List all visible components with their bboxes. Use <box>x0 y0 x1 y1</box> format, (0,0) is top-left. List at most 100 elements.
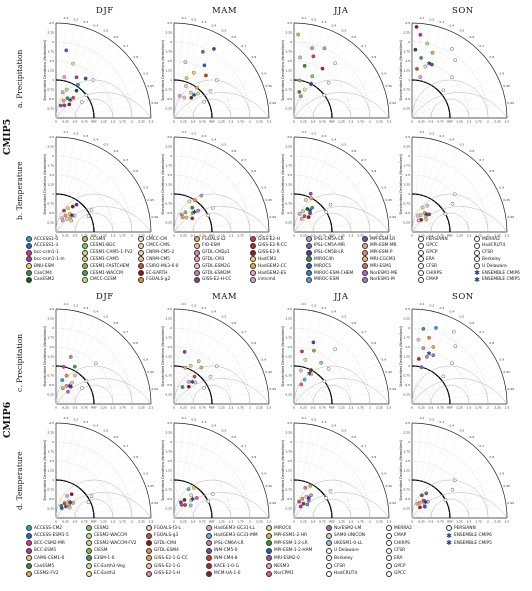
legend-swatch <box>26 249 32 256</box>
correlation-tick-label: 0.95 <box>265 370 272 374</box>
correlation-ray <box>55 460 133 519</box>
model-point <box>309 372 313 377</box>
ensemble-mean-marker: ✱ <box>427 351 432 358</box>
legend-label: bcc-csm1-1-m <box>34 256 65 262</box>
correlation-tick-label: 0.1 <box>64 302 69 306</box>
correlation-tick-label: 0.1 <box>302 130 307 134</box>
x-tick-label: 1.25 <box>218 520 225 524</box>
model-point <box>186 487 191 492</box>
correlation-tick-label: 0.95 <box>265 484 272 488</box>
correlation-tick-label: 0.7 <box>123 44 128 48</box>
model-point <box>431 345 436 349</box>
model-point <box>311 340 316 345</box>
legend-swatch <box>138 276 144 283</box>
y-tick-label: 1.75 <box>165 50 172 54</box>
x-tick-label: 2.5 <box>149 520 154 524</box>
y-tick-label: 0.75 <box>165 374 172 378</box>
legend-label: GFDL-CM2p1 <box>202 250 230 256</box>
y-tick-label: 1.5 <box>287 459 292 463</box>
x-tick-label: 1.25 <box>456 234 463 238</box>
x-tick-label: 0 <box>411 120 413 124</box>
y-tick-label: 1.5 <box>49 459 54 463</box>
y-tick-label: 1.25 <box>47 183 54 187</box>
model-point <box>300 349 304 354</box>
y-tick-label: 1.75 <box>165 450 172 454</box>
legend-label: MIROC5 <box>314 263 332 269</box>
y-tick-label: 1.25 <box>47 355 54 359</box>
std-arc <box>173 174 232 233</box>
x-tick-label: REF <box>447 120 453 124</box>
x-tick-label: 2.25 <box>376 234 383 238</box>
legend-item: UKESM1-0-LL <box>326 540 362 547</box>
model-point <box>418 32 423 37</box>
model-point <box>74 88 79 93</box>
model-point <box>298 504 303 509</box>
x-tick-label: REF <box>91 234 97 238</box>
taylor-diagram-panel: 0.1 0.2 0.3 0.4 0.5 0.6 0.7 0.8 0.9 0.95 0.99 0.25 0… <box>161 416 276 524</box>
model-point <box>191 70 196 75</box>
ensemble-mean-marker: ✱ <box>307 370 312 377</box>
observation-point <box>450 487 455 492</box>
legend-item: Berkeley <box>474 256 501 263</box>
legend-swatch <box>82 242 88 249</box>
correlation-tick-label: 0.99 <box>507 101 514 105</box>
reference-arc <box>55 479 95 519</box>
correlation-tick-label: 0.5 <box>341 29 346 33</box>
ensemble-mean-marker: ✱ <box>68 500 73 507</box>
y-axis-label: Standardized Deviations (Normalized) <box>161 326 165 387</box>
legend-item: GISS-E2-1-G-CC <box>146 555 188 562</box>
model-point <box>190 205 195 210</box>
model-point <box>194 496 199 500</box>
legend-item: FGOALS-f3-L <box>146 525 181 531</box>
x-tick-label: 2 <box>131 120 133 124</box>
legend-item: CMCC-CM <box>138 236 167 242</box>
legend-item: CESM1-BGC <box>82 242 115 249</box>
model-point <box>424 217 429 222</box>
observation-point <box>80 100 84 104</box>
x-tick-label: REF <box>447 234 453 238</box>
legend-label: KACE-1-0-G <box>214 563 239 569</box>
x-tick-label: 0.25 <box>300 520 307 524</box>
correlation-ray <box>411 423 422 519</box>
legend-label: HadCRUT4 <box>482 243 506 249</box>
correlation-ray <box>55 190 142 233</box>
rmsd-circle <box>55 206 152 233</box>
y-axis-label: Standardized Deviations (Normalized) <box>43 326 47 387</box>
x-tick-label: 0.75 <box>199 406 206 410</box>
legend-swatch <box>26 263 32 270</box>
legend-label: GISS-E2-1-G-CC <box>154 555 188 561</box>
legend-label: FGOALS-s2 <box>202 236 226 242</box>
legend-label: GISS-E2-H-CC <box>202 277 232 283</box>
correlation-tick-label: 0.1 <box>64 130 69 134</box>
x-tick-label: 0 <box>411 406 413 410</box>
correlation-tick-label: 0.9 <box>381 186 386 190</box>
rmsd-circle <box>74 384 114 405</box>
rmsd-circle <box>192 384 232 405</box>
correlation-tick-label: 0.95 <box>147 370 154 374</box>
legend-item: CESM1-WACCM <box>82 270 123 276</box>
correlation-tick-label: 0.4 <box>450 138 455 142</box>
y-tick-label: 2.25 <box>403 317 410 321</box>
correlation-tick-label: 0.99 <box>507 215 514 219</box>
correlation-tick-label: 0.99 <box>151 215 158 219</box>
legend-label: MERRA2 <box>394 525 412 531</box>
correlation-ray <box>293 141 323 233</box>
correlation-tick-label: 0.99 <box>507 501 514 505</box>
correlation-tick-label: 0.3 <box>322 134 327 138</box>
legend-item: ACCESS1-0 <box>26 236 58 242</box>
legend-swatch <box>326 563 332 569</box>
y-tick-label: 0.75 <box>403 88 410 92</box>
legend-swatch <box>82 236 88 242</box>
correlation-ray <box>173 310 194 405</box>
y-tick-label: 2.5 <box>287 421 292 425</box>
legend-item: MPI-ESM-LR <box>362 236 395 242</box>
legend-swatch <box>146 547 152 554</box>
legend-item: MPI-ESM-1-2-HAM <box>266 547 312 554</box>
observation-point <box>206 213 211 218</box>
legend-label: IPSL-CM5B-LR <box>314 250 344 256</box>
observation-point <box>210 206 215 210</box>
model-point <box>426 499 430 504</box>
legend-swatch <box>418 242 424 249</box>
y-tick-label: 2 <box>52 440 54 444</box>
outer-arc <box>293 22 390 119</box>
